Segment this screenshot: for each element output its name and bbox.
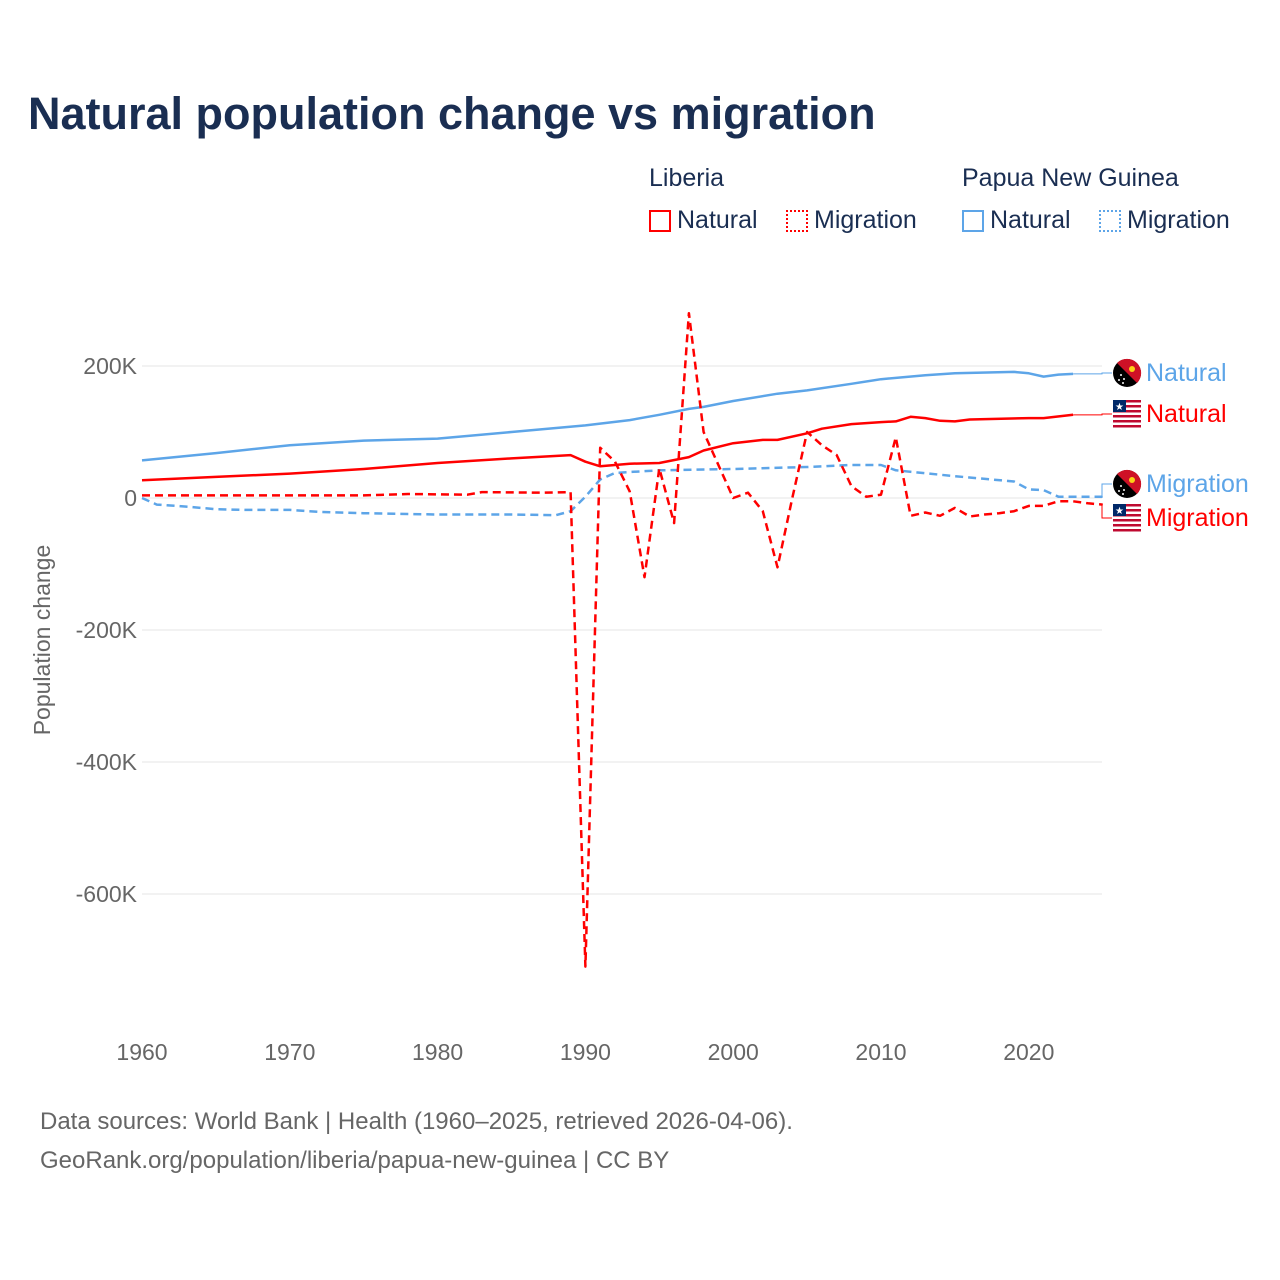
flag-canton	[1113, 400, 1126, 412]
flag-star	[1120, 485, 1122, 487]
series-end-label[interactable]: Natural	[1146, 400, 1227, 428]
x-tick-label: 1980	[412, 1039, 463, 1065]
legend-label: Natural	[990, 206, 1071, 234]
x-tick-label: 2010	[855, 1039, 906, 1065]
flag-stripe	[1113, 420, 1141, 423]
legend-png-migration[interactable]: Migration	[1099, 206, 1230, 235]
x-tick-label: 2000	[708, 1039, 759, 1065]
flag-stripe	[1113, 410, 1141, 413]
legend-label: Migration	[814, 206, 917, 234]
flag-star	[1123, 378, 1125, 380]
flag-stripe	[1113, 529, 1141, 532]
flag-stripe	[1113, 524, 1141, 527]
flag-star	[1118, 379, 1120, 381]
legend-swatch-solid	[649, 209, 671, 232]
flag-stripe	[1113, 405, 1141, 408]
flag-star	[1123, 489, 1125, 491]
label-connector	[1073, 413, 1112, 416]
series-line-papua-new-guinea-natural	[141, 370, 1074, 462]
series-line-liberia-natural	[141, 413, 1074, 482]
flag-star	[1122, 493, 1124, 495]
source-line: Data sources: World Bank | Health (1960–…	[40, 1108, 793, 1135]
flag-stripe	[1113, 504, 1141, 507]
series-line-liberia-migration	[142, 311, 1103, 968]
flag-stripe	[1113, 415, 1141, 418]
y-tick-label: 200K	[83, 353, 137, 379]
flag-canton	[1113, 504, 1126, 516]
y-tick-label: -200K	[76, 617, 138, 643]
flag-star	[1118, 490, 1120, 492]
liberia-flag-icon: ★	[1113, 504, 1141, 532]
png-flag-icon	[1113, 469, 1142, 498]
liberia-flag-icon: ★	[1113, 400, 1141, 428]
flag-stripe	[1113, 425, 1141, 428]
chart-title: Natural population change vs migration	[28, 88, 876, 139]
y-tick-label: -600K	[76, 881, 138, 907]
legend-swatch-solid	[962, 209, 984, 232]
flag-bird	[1129, 477, 1135, 483]
series-end-label[interactable]: Migration	[1146, 470, 1249, 498]
flag-red	[1117, 469, 1142, 494]
flag-star	[1122, 382, 1124, 384]
flag-red	[1117, 358, 1142, 383]
label-connector	[1101, 483, 1112, 498]
flag-star: ★	[1115, 506, 1124, 517]
flag-stripe	[1113, 509, 1141, 512]
attribution-link[interactable]: GeoRank.org/population/liberia/papua-new…	[40, 1147, 670, 1174]
legend-liberia-migration[interactable]: Migration	[786, 206, 917, 235]
y-tick-label: 0	[124, 485, 137, 511]
x-tick-label: 2020	[1003, 1039, 1054, 1065]
flag-stripe	[1113, 400, 1141, 403]
flag-stripe	[1113, 519, 1141, 522]
x-tick-label: 1960	[116, 1039, 167, 1065]
x-tick-label: 1990	[560, 1039, 611, 1065]
legend-swatch-dotted	[1099, 209, 1121, 232]
y-tick-label: -400K	[76, 749, 138, 775]
label-connector	[1101, 504, 1112, 519]
series-end-label[interactable]: Migration	[1146, 504, 1249, 532]
flag-bird	[1129, 366, 1135, 372]
legend-group-png: Papua New Guinea	[962, 164, 1179, 192]
flag-star: ★	[1115, 402, 1124, 413]
legend-label: Natural	[677, 206, 758, 234]
flag-stripe	[1113, 514, 1141, 517]
series-end-label[interactable]: Natural	[1146, 359, 1227, 387]
y-axis-label: Population change	[29, 545, 55, 736]
png-flag-icon	[1113, 358, 1142, 387]
legend-png-natural[interactable]: Natural	[962, 206, 1071, 235]
flag-star	[1120, 374, 1122, 376]
label-connector	[1073, 372, 1112, 375]
legend-group-liberia: Liberia	[649, 164, 725, 192]
x-tick-label: 1970	[264, 1039, 315, 1065]
legend-label: Migration	[1127, 206, 1230, 234]
series-line-papua-new-guinea-migration	[141, 463, 1103, 517]
legend-liberia-natural[interactable]: Natural	[649, 206, 758, 235]
legend-swatch-dotted	[786, 209, 808, 232]
